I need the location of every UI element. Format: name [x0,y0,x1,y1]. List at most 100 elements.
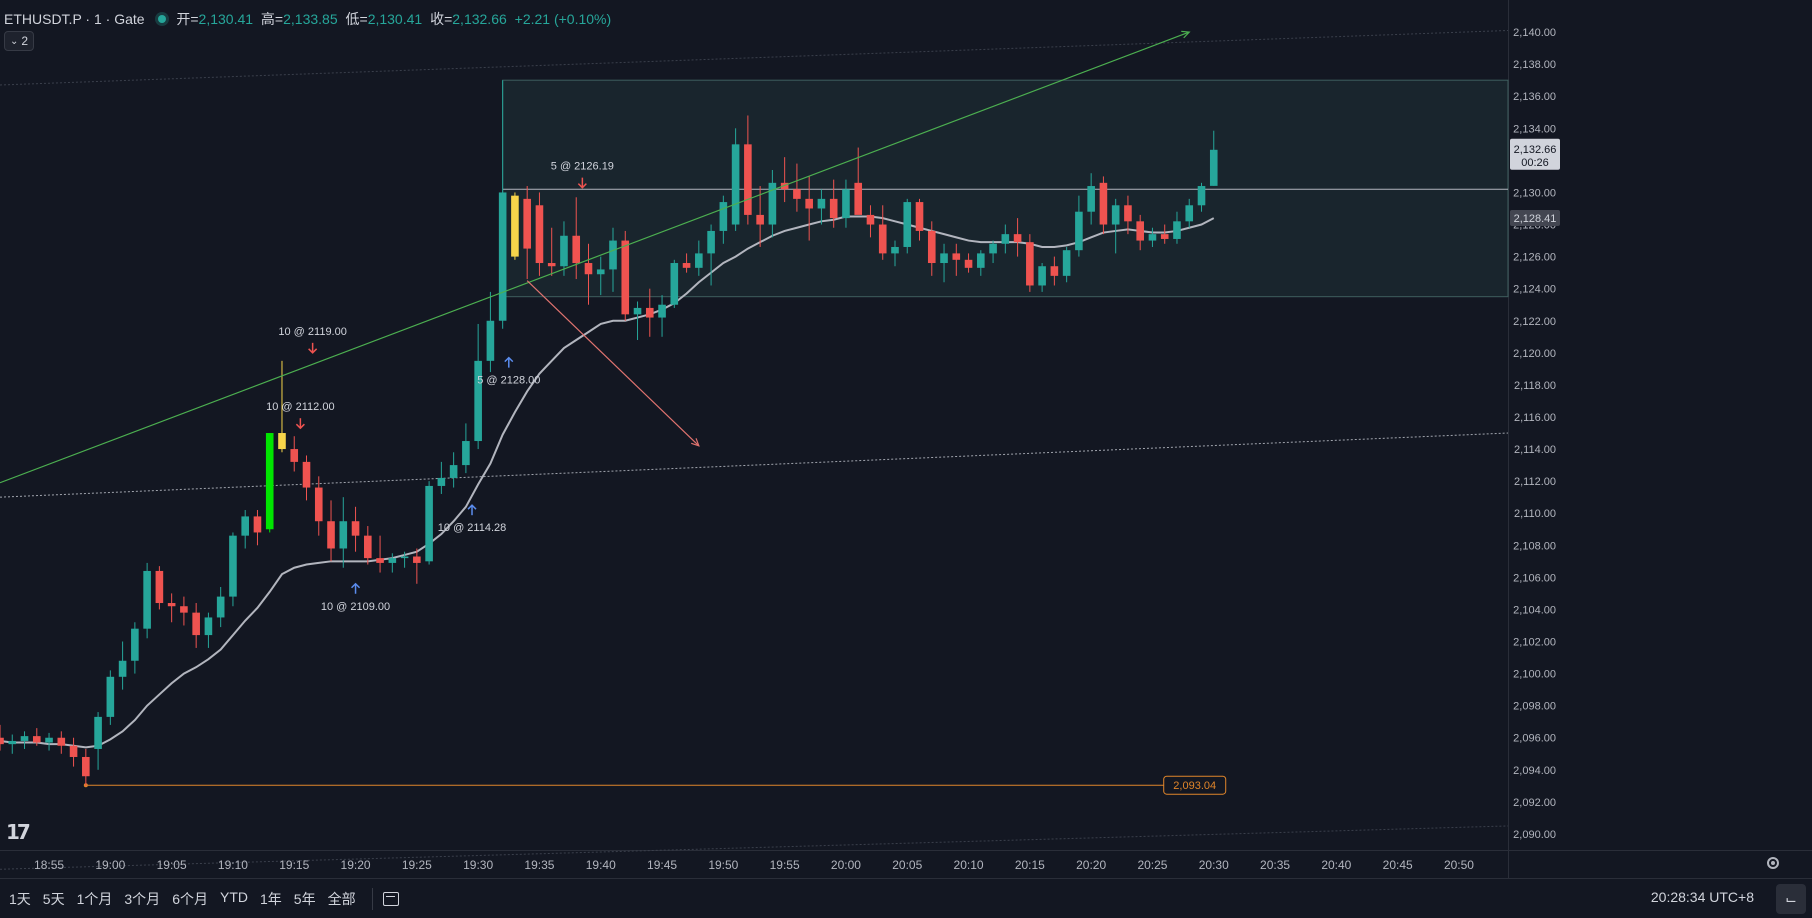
time-tick-label: 19:10 [218,858,248,872]
sell-marker-label-1: 10 @ 2112.00 [266,401,334,413]
candle-body [547,263,556,267]
candle-body [1209,149,1218,186]
tradingview-logo-icon[interactable]: 17 [6,820,31,844]
candle-body [842,189,850,219]
candle-body [707,230,715,254]
buy-marker-label-3: 5 @ 2128.00 [477,375,540,387]
price-tick-label: 2,138.00 [1513,59,1556,71]
candle-body [658,304,666,318]
calendar-goto-icon[interactable] [382,891,399,906]
candle-body [1111,205,1120,225]
candle-body [302,461,311,488]
candle-body [498,192,507,321]
range-button-4[interactable]: 6个月 [172,890,208,907]
candle-body [229,535,237,597]
legend-close-value: 2,132.66 [452,11,507,27]
candle-body [682,263,691,268]
price-tick-label: 2,096.00 [1513,733,1556,745]
candle-body [1173,221,1181,239]
price-tick-label: 2,130.00 [1513,187,1556,199]
candle-body [1087,186,1095,212]
indicators-toggle-button[interactable]: ⌄ 2 [4,31,34,51]
price-tick-label: 2,120.00 [1513,348,1556,360]
candle-body [744,144,752,215]
price-tick-label: 2,100.00 [1513,669,1556,681]
legend-open-label: 开= [176,11,199,27]
bottom-toolbar: 1天 5天 1个月 3个月 6个月 YTD 1年 5年 全部 20:28:34 UTC+8 ⌙ [0,878,1812,918]
current-price-label: 2,132.66 [1514,144,1557,156]
clock-display[interactable]: 20:28:34 UTC+8 [1650,889,1754,905]
range-button-1[interactable]: 5天 [42,890,65,907]
candle-body [388,558,397,563]
range-button-8[interactable]: 全部 [327,890,356,907]
time-tick-label: 20:40 [1321,858,1351,872]
time-tick-label: 19:50 [708,858,738,872]
trend-arrow-0 [1181,30,1191,39]
candle-body [167,603,176,607]
time-tick-label: 18:55 [34,858,64,872]
time-tick-label: 19:40 [586,858,616,872]
legend-low-label: 低= [345,11,368,27]
candle-body [878,224,887,254]
candle-body [511,195,519,257]
candle-body [437,477,446,486]
candle-body [155,570,164,604]
range-button-7[interactable]: 5年 [293,890,316,907]
settings-gear-icon[interactable] [1767,857,1779,869]
candle-body [400,556,409,559]
dotted-line-2 [0,825,1509,870]
collapse-panel-icon[interactable]: ⌙ [1776,884,1806,914]
candle-body [940,253,948,264]
buy-arrow-head [351,582,361,589]
candle-body [327,521,335,549]
range-button-6[interactable]: 1年 [259,890,282,907]
legend-high-value: 2,133.85 [283,11,338,27]
candle-body [731,144,740,225]
candle-body [45,737,53,743]
candle-body [645,307,654,318]
candle-body [793,189,801,199]
candle-body [780,182,789,190]
price-tick-label: 2,114.00 [1514,444,1556,456]
candle-body [1099,182,1108,225]
candle-body [216,596,225,618]
moving-average-line [0,215,1215,749]
candle-body [253,516,262,533]
price-tick-label: 2,112.00 [1514,476,1556,488]
legend-high-label: 高= [260,11,284,27]
sell-arrow-head [295,423,305,430]
level-label-box [1163,775,1227,795]
candle-body [915,202,924,231]
price-tick-label: 2,134.00 [1513,123,1556,135]
price-tick-label: 2,124.00 [1513,284,1556,296]
legend-low-value: 2,130.41 [367,11,423,27]
candle-body [596,269,605,275]
candle-body [1136,221,1144,241]
trend-arrow-1 [691,438,700,447]
candle-body [180,606,188,613]
symbol-title[interactable]: ETHUSDT.P · 1 · Gate [4,11,145,27]
price-tick-label: 2,090.00 [1513,829,1556,841]
range-button-5[interactable]: YTD [219,888,248,905]
time-tick-label: 19:30 [463,858,493,872]
range-button-3[interactable]: 3个月 [124,890,161,907]
time-tick-label: 20:30 [1199,858,1229,872]
candle-body [535,205,544,264]
range-button-0[interactable]: 1天 [9,890,31,907]
price-tick-label: 2,106.00 [1513,572,1556,584]
candle-body [768,182,777,225]
legend-open-value: 2,130.41 [198,11,254,27]
time-tick-label: 19:05 [157,858,187,872]
price-tick-label: 2,140.00 [1513,27,1556,39]
time-tick-label: 19:55 [770,858,800,872]
range-button-2[interactable]: 1个月 [76,890,113,907]
trend-line-0 [0,31,1190,484]
candle-body [1124,205,1132,222]
candle-body [486,320,495,361]
candle-body [106,676,115,717]
buy-arrow-head [504,356,514,363]
candlestick-chart[interactable]: 2,093.04 10 @ 2119.00 10 @ 2112.00 5 @ 2126… [0,0,1812,878]
candle-body [1185,205,1194,222]
price-tick-label: 2,092.00 [1513,797,1556,809]
sell-marker-label-0: 10 @ 2119.00 [278,326,346,338]
